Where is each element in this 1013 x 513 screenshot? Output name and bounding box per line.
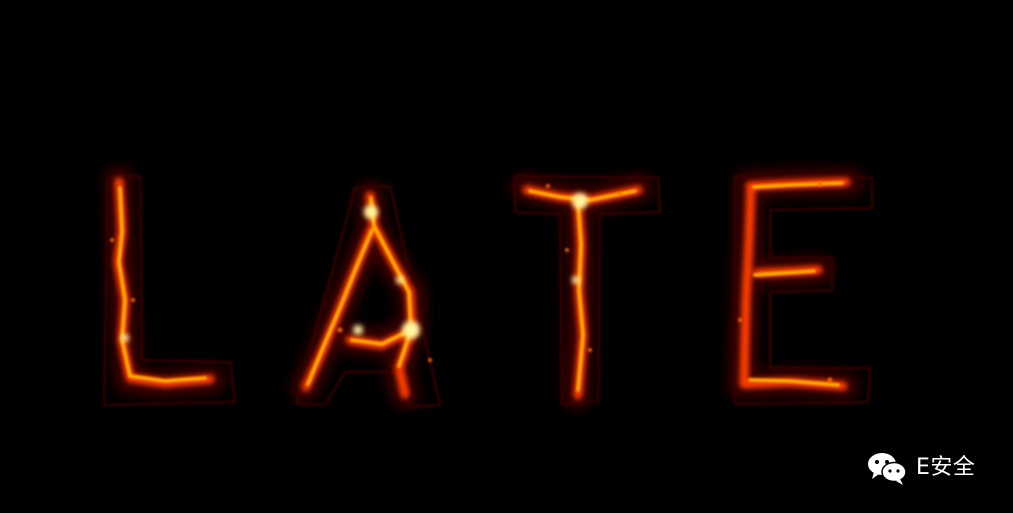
watermark-text: E安全 xyxy=(916,455,976,480)
wechat-icon xyxy=(868,453,907,485)
watermark: E安全 xyxy=(866,448,975,488)
